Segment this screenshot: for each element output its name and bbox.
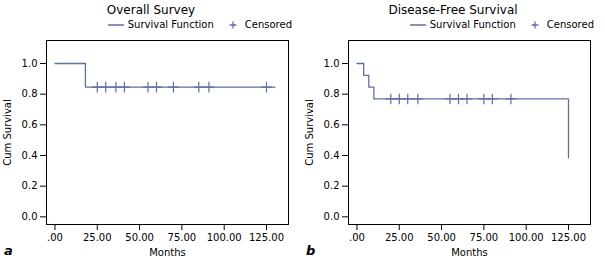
svg-text:Cum Survival: Cum Survival <box>304 99 315 166</box>
html-text:Censored: Censored <box>244 19 292 30</box>
svg-text:25.00: 25.00 <box>385 232 414 243</box>
svg-text:.00: .00 <box>47 232 63 243</box>
html-text:Survival Function: Survival Function <box>429 19 516 30</box>
svg-text:75.00: 75.00 <box>470 232 499 243</box>
svg-text:0.2: 0.2 <box>22 180 38 191</box>
svg-text:50.00: 50.00 <box>125 232 154 243</box>
svg-text:0.4: 0.4 <box>324 150 340 161</box>
svg-text:0.2: 0.2 <box>324 180 340 191</box>
svg-text:0.6: 0.6 <box>324 119 340 130</box>
svg-text:0.8: 0.8 <box>324 88 340 99</box>
svg-text:100.00: 100.00 <box>509 232 544 243</box>
svg-text:1.0: 1.0 <box>324 58 340 69</box>
svg-text:50.00: 50.00 <box>427 232 456 243</box>
html-text:b: b <box>306 243 316 258</box>
svg-text:1.0: 1.0 <box>22 58 38 69</box>
svg-text:0.0: 0.0 <box>324 211 340 222</box>
svg-text:125.00: 125.00 <box>551 232 586 243</box>
html-text:Overall Survey: Overall Survey <box>106 3 196 17</box>
svg-text:Months: Months <box>149 247 186 258</box>
svg-text:Months: Months <box>451 247 488 258</box>
svg-text:0.0: 0.0 <box>22 211 38 222</box>
svg-text:25.00: 25.00 <box>83 232 112 243</box>
svg-text:125.00: 125.00 <box>249 232 284 243</box>
svg-text:100.00: 100.00 <box>207 232 242 243</box>
svg-text:0.4: 0.4 <box>22 150 38 161</box>
svg-text:0.6: 0.6 <box>22 119 38 130</box>
html-text:Censored: Censored <box>546 19 594 30</box>
svg-text:75.00: 75.00 <box>168 232 197 243</box>
html-text:Disease-Free Survival: Disease-Free Survival <box>388 3 518 17</box>
svg-text:Cum Survival: Cum Survival <box>2 99 13 166</box>
svg-text:.00: .00 <box>349 232 365 243</box>
svg-text:0.8: 0.8 <box>22 88 38 99</box>
html-text:Survival Function: Survival Function <box>127 19 214 30</box>
html-text:a: a <box>4 243 13 258</box>
